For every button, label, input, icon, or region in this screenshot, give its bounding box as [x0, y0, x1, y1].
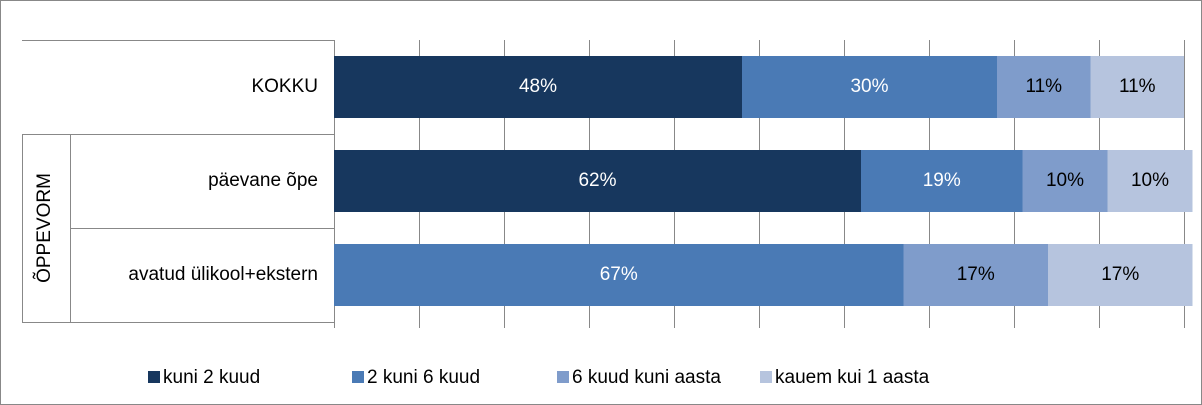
- bar-segment: [1107, 150, 1193, 212]
- y-tick-label: KOKKU: [251, 76, 318, 97]
- data-label: 48%: [519, 76, 557, 97]
- data-label: 17%: [957, 264, 995, 285]
- bar-segment: [334, 244, 904, 306]
- data-label: 19%: [923, 170, 961, 191]
- legend-label: 2 kuni 6 kuud: [367, 367, 480, 388]
- bar-segment: [1048, 244, 1193, 306]
- legend-swatch: [352, 371, 364, 383]
- legend-label: kuni 2 kuud: [163, 367, 260, 388]
- data-label: 30%: [850, 76, 888, 97]
- data-label: 10%: [1131, 170, 1169, 191]
- bar-segment: [1022, 150, 1108, 212]
- legend-label: 6 kuud kuni aasta: [572, 367, 721, 388]
- y-tick-label: avatud ülikool+ekstern: [128, 264, 318, 285]
- legend-swatch: [760, 371, 772, 383]
- y-tick-label: päevane õpe: [208, 170, 318, 191]
- data-label: 62%: [578, 170, 616, 191]
- data-label: 11%: [1025, 76, 1062, 97]
- data-label: 17%: [1101, 264, 1139, 285]
- bar-segment: [997, 56, 1091, 118]
- label-frame: [22, 40, 334, 323]
- bar-segment: [742, 56, 997, 118]
- data-label: 10%: [1046, 170, 1084, 191]
- legend-swatch: [148, 371, 160, 383]
- bar-segment: [903, 244, 1048, 306]
- data-label: 11%: [1119, 76, 1156, 97]
- data-label: 67%: [600, 264, 638, 285]
- bar-segment: [861, 150, 1023, 212]
- bar-segment: [1090, 56, 1184, 118]
- legend-swatch: [557, 371, 569, 383]
- bar-segment: [334, 150, 861, 212]
- group-label: ÕPPEVORM: [33, 173, 55, 283]
- legend-label: kauem kui 1 aasta: [775, 367, 930, 388]
- bar-segment: [334, 56, 742, 118]
